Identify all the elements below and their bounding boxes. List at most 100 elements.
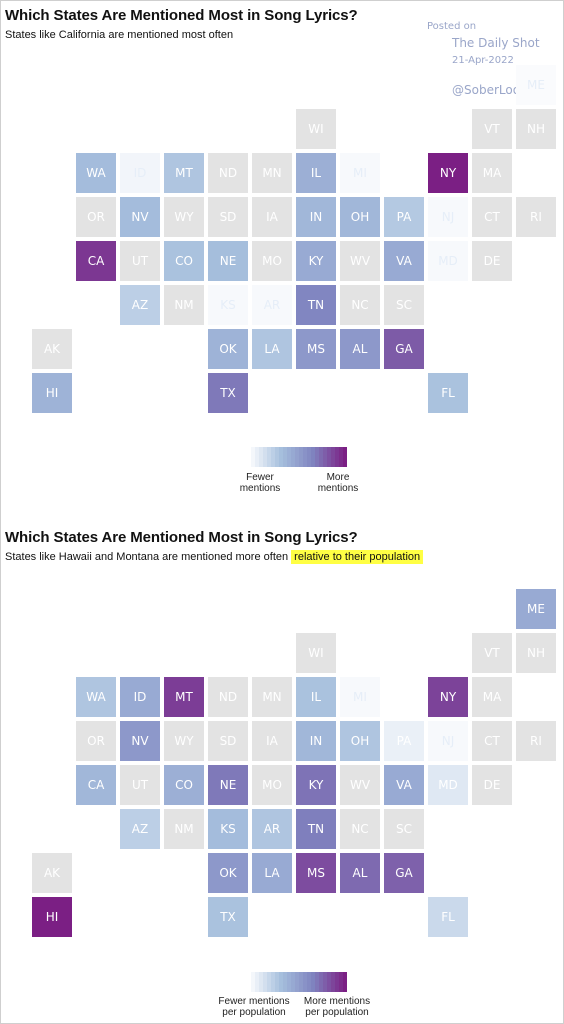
state-tile-vt: VT [472,109,512,149]
state-tile-ks: KS [208,809,248,849]
chart2-legend-gradient [247,972,347,992]
state-tile-tn: TN [296,285,336,325]
state-tile-nm: NM [164,285,204,325]
state-tile-ga: GA [384,853,424,893]
chart2-subtitle-text: States like Hawaii and Montana are menti… [5,551,292,563]
state-tile-ct: CT [472,197,512,237]
state-tile-tx: TX [208,897,248,937]
watermark-site: The Daily Shot [452,36,540,50]
state-tile-nc: NC [340,285,380,325]
state-tile-sc: SC [384,809,424,849]
state-tile-me: ME [516,589,556,629]
state-tile-al: AL [340,853,380,893]
state-tile-wy: WY [164,721,204,761]
state-tile-wv: WV [340,765,380,805]
state-tile-ms: MS [296,853,336,893]
watermark-handle: @SoberLook [452,83,527,97]
state-tile-nc: NC [340,809,380,849]
state-tile-ms: MS [296,329,336,369]
state-tile-ct: CT [472,721,512,761]
state-tile-in: IN [296,721,336,761]
state-tile-ar: AR [252,285,292,325]
state-tile-mi: MI [340,153,380,193]
state-tile-wy: WY [164,197,204,237]
state-tile-ny: NY [428,153,468,193]
state-tile-il: IL [296,153,336,193]
chart2-legend-high: More mentions per population [303,996,371,1018]
state-tile-ma: MA [472,677,512,717]
state-tile-wa: WA [76,677,116,717]
state-tile-or: OR [76,197,116,237]
state-tile-il: IL [296,677,336,717]
chart1-title: Which States Are Mentioned Most in Song … [5,7,358,24]
state-tile-la: LA [252,853,292,893]
state-tile-mt: MT [164,153,204,193]
chart2-subtitle: States like Hawaii and Montana are menti… [5,550,424,564]
state-tile-co: CO [164,241,204,281]
chart2-legend-low: Fewer mentions per population [218,996,290,1018]
chart2-title: Which States Are Mentioned Most in Song … [5,529,358,546]
state-tile-nh: NH [516,109,556,149]
state-tile-in: IN [296,197,336,237]
state-tile-ks: KS [208,285,248,325]
state-tile-nv: NV [120,197,160,237]
state-tile-or: OR [76,721,116,761]
state-tile-oh: OH [340,721,380,761]
state-tile-va: VA [384,765,424,805]
state-tile-ia: IA [252,197,292,237]
state-tile-ut: UT [120,765,160,805]
state-tile-az: AZ [120,809,160,849]
state-tile-sd: SD [208,721,248,761]
state-tile-ri: RI [516,197,556,237]
state-tile-pa: PA [384,197,424,237]
state-tile-la: LA [252,329,292,369]
state-tile-co: CO [164,765,204,805]
state-tile-fl: FL [428,897,468,937]
chart1-legend-gradient [247,447,347,467]
chart2-subtitle-highlight: relative to their population [291,550,424,564]
state-tile-vt: VT [472,633,512,673]
state-tile-mn: MN [252,677,292,717]
state-tile-ga: GA [384,329,424,369]
state-tile-ca: CA [76,241,116,281]
state-tile-nd: ND [208,677,248,717]
state-tile-wv: WV [340,241,380,281]
state-tile-ok: OK [208,329,248,369]
state-tile-al: AL [340,329,380,369]
state-tile-mt: MT [164,677,204,717]
chart1-legend-high: More mentions [317,472,359,494]
state-tile-id: ID [120,677,160,717]
state-tile-ky: KY [296,765,336,805]
state-tile-mn: MN [252,153,292,193]
state-tile-wi: WI [296,633,336,673]
watermark-date: 21-Apr-2022 [452,55,514,66]
state-tile-ny: NY [428,677,468,717]
state-tile-pa: PA [384,721,424,761]
state-tile-sd: SD [208,197,248,237]
state-tile-ma: MA [472,153,512,193]
chart1-subtitle: States like California are mentioned mos… [5,29,233,41]
state-tile-mo: MO [252,765,292,805]
state-tile-hi: HI [32,897,72,937]
state-tile-ia: IA [252,721,292,761]
state-tile-md: MD [428,241,468,281]
state-tile-md: MD [428,765,468,805]
state-tile-de: DE [472,241,512,281]
state-tile-fl: FL [428,373,468,413]
state-tile-de: DE [472,765,512,805]
watermark-posted-on: Posted on [427,21,477,32]
state-tile-ne: NE [208,241,248,281]
state-tile-ak: AK [32,329,72,369]
state-tile-me: ME [516,65,556,105]
state-tile-oh: OH [340,197,380,237]
state-tile-ne: NE [208,765,248,805]
chart1-legend-low: Fewer mentions [239,472,281,494]
state-tile-mi: MI [340,677,380,717]
state-tile-ut: UT [120,241,160,281]
state-tile-az: AZ [120,285,160,325]
state-tile-nj: NJ [428,721,468,761]
state-tile-hi: HI [32,373,72,413]
state-tile-mo: MO [252,241,292,281]
state-tile-nd: ND [208,153,248,193]
state-tile-ca: CA [76,765,116,805]
